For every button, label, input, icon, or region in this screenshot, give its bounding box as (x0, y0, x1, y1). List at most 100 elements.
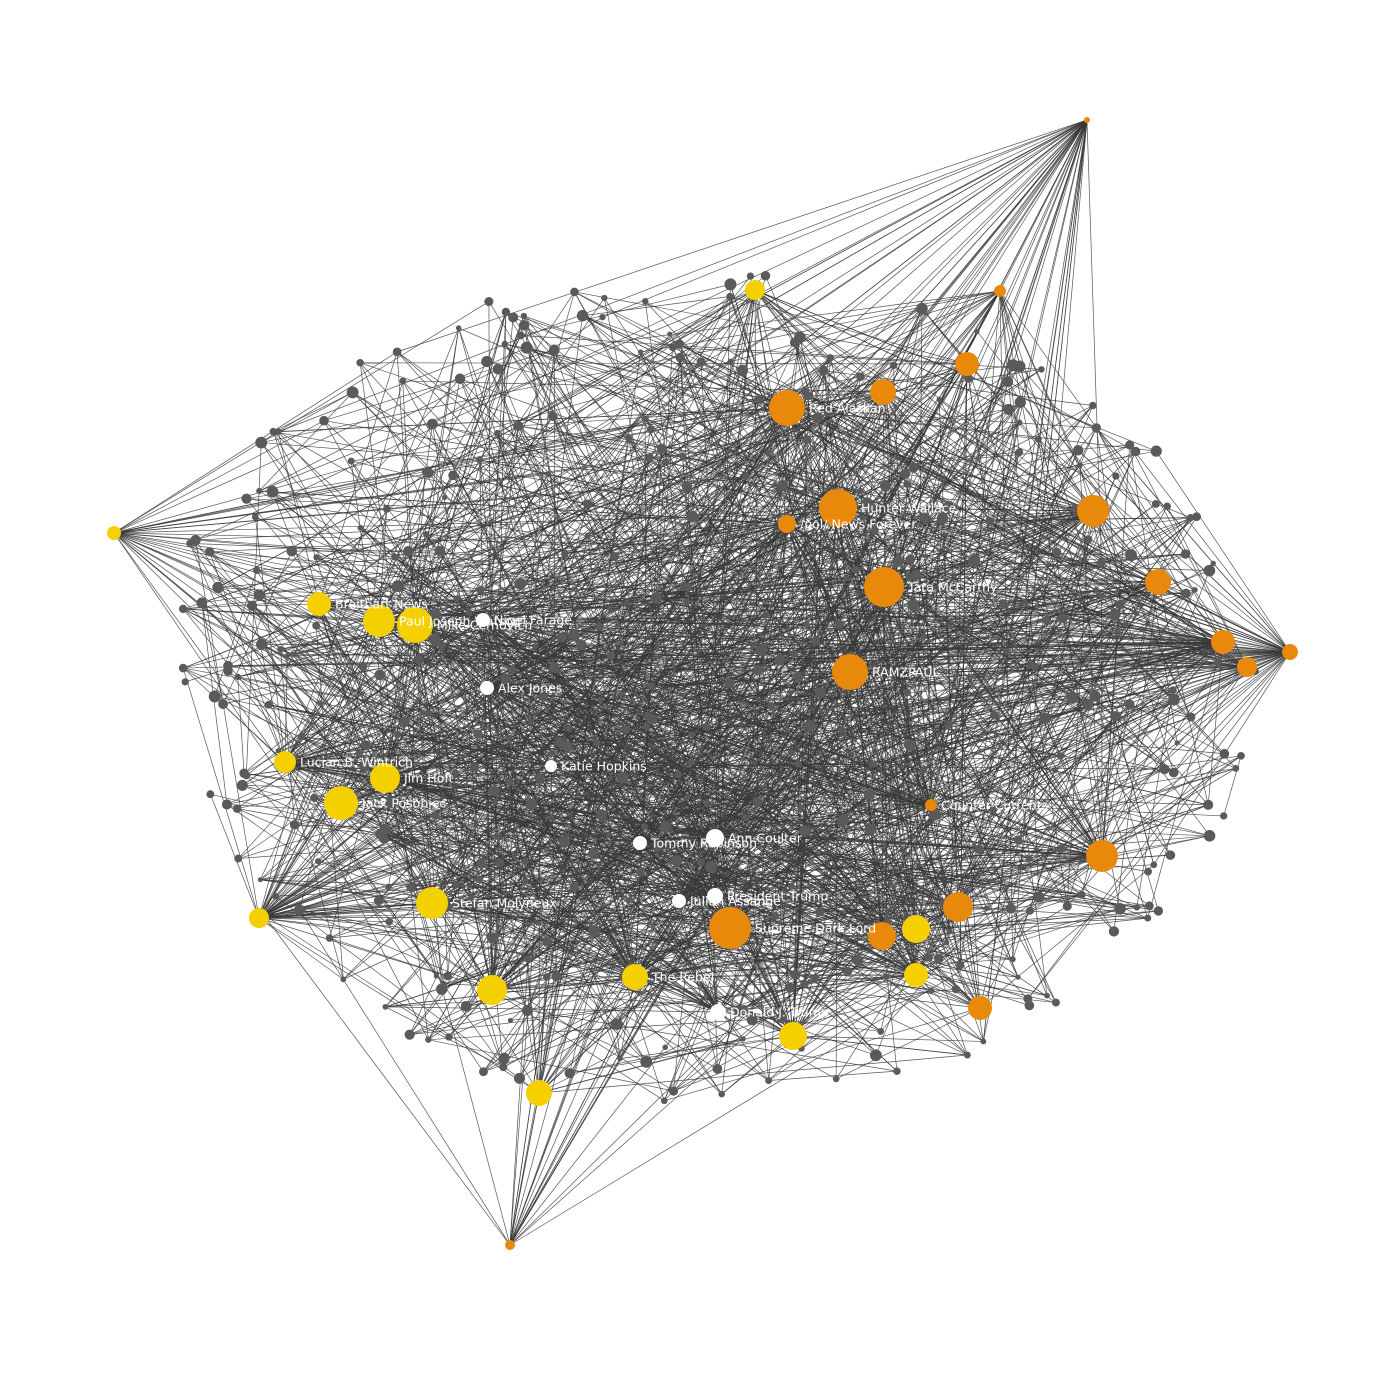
node (256, 638, 268, 651)
edge (825, 500, 1036, 668)
edge (258, 475, 454, 919)
node (852, 955, 864, 966)
node (805, 724, 814, 733)
node (843, 575, 850, 582)
node (1097, 557, 1106, 567)
node (1030, 663, 1040, 672)
edge (497, 289, 756, 434)
edge (474, 696, 544, 768)
node (436, 983, 448, 995)
edge (1095, 427, 1224, 643)
edge (479, 459, 552, 818)
edge (261, 290, 1001, 443)
node (689, 731, 696, 738)
edge (999, 119, 1088, 292)
node (557, 632, 568, 643)
node (983, 905, 990, 911)
node (857, 487, 864, 495)
edge (394, 391, 884, 558)
node (1108, 926, 1120, 937)
edge (491, 349, 555, 991)
edge (743, 641, 1224, 1009)
node (936, 512, 949, 525)
labeled-node (769, 390, 805, 426)
edge (781, 935, 883, 1019)
edge (214, 570, 257, 697)
edge (909, 119, 1088, 560)
edge (316, 503, 588, 558)
node (964, 373, 974, 383)
node (1114, 902, 1126, 915)
edge (656, 597, 851, 657)
node (684, 598, 691, 606)
edge (182, 608, 883, 937)
edge (491, 683, 730, 939)
edge (999, 290, 1121, 909)
edge (491, 989, 665, 1102)
edge (228, 651, 1291, 667)
edge (284, 761, 429, 1040)
edge (754, 289, 1075, 507)
edge (1129, 444, 1291, 653)
edge (531, 725, 811, 805)
node (1124, 699, 1135, 710)
edge (774, 484, 1291, 653)
node (505, 777, 514, 786)
edge (1012, 119, 1088, 960)
node (531, 643, 539, 650)
edge (1095, 427, 1219, 663)
node (1115, 600, 1125, 610)
edge (729, 296, 968, 365)
node (1025, 906, 1034, 915)
node (275, 748, 281, 754)
node (760, 271, 771, 281)
edge (258, 917, 448, 977)
edge (860, 490, 917, 930)
edge (313, 797, 437, 977)
node (1089, 401, 1097, 410)
edge (397, 290, 1001, 587)
edge (258, 692, 908, 919)
edge (672, 347, 816, 642)
edge (706, 725, 811, 728)
edge (678, 343, 1224, 643)
node (1125, 549, 1138, 562)
edge (548, 473, 1248, 668)
node (597, 696, 604, 703)
edge (113, 532, 617, 1025)
node (755, 643, 768, 656)
node (712, 1063, 723, 1074)
edge (942, 518, 959, 908)
edge (1101, 662, 1219, 857)
edge (261, 471, 426, 645)
edge (657, 845, 898, 1072)
edge (650, 517, 864, 687)
edge (798, 676, 844, 820)
edge (677, 774, 981, 1009)
edge (622, 289, 756, 978)
node (859, 514, 867, 521)
node (968, 554, 981, 567)
node-label: Hunter Wallace (861, 501, 957, 516)
node (869, 1049, 882, 1062)
node (500, 673, 512, 685)
edge (284, 325, 525, 763)
edge (791, 886, 1150, 907)
edge (538, 1038, 744, 1094)
edge (539, 777, 959, 908)
edge (825, 290, 1001, 501)
node (1165, 850, 1176, 860)
edge (189, 543, 286, 763)
edge (808, 119, 1088, 397)
node (492, 363, 504, 375)
node (864, 823, 877, 836)
node (636, 764, 643, 771)
edge (434, 766, 475, 816)
edge (957, 614, 1116, 908)
edge (273, 392, 353, 433)
node (520, 312, 527, 320)
node (944, 720, 953, 729)
edge (905, 422, 1020, 475)
edge (183, 608, 488, 689)
node (481, 355, 493, 368)
